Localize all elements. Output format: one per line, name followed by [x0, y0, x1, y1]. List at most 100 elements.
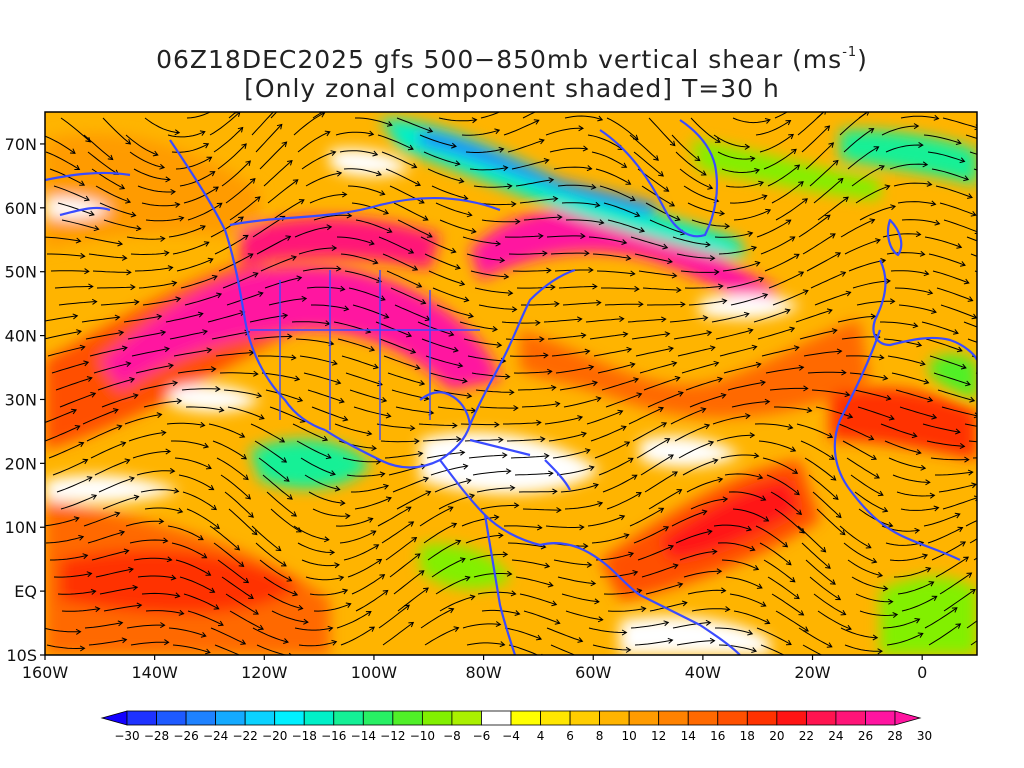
streamline — [83, 512, 120, 527]
streamline-arrow — [368, 239, 375, 246]
y-tick-label: 10S — [6, 646, 37, 665]
streamline — [802, 233, 836, 255]
streamline — [607, 219, 645, 232]
streamline-arrow — [928, 581, 935, 587]
streamline — [731, 401, 770, 408]
streamline — [982, 575, 1015, 594]
streamline — [564, 502, 603, 510]
streamline — [503, 421, 541, 425]
streamline-arrow — [462, 463, 469, 470]
streamline-arrow — [787, 424, 794, 430]
streamline — [630, 236, 668, 249]
streamline-arrow — [668, 544, 674, 551]
streamline — [259, 141, 287, 170]
streamline — [421, 338, 459, 352]
streamline — [557, 184, 596, 189]
streamline-arrow — [708, 440, 715, 447]
streamline-arrow — [760, 495, 767, 501]
streamline-arrow — [802, 98, 807, 103]
streamline-arrow — [915, 449, 922, 455]
streamline-arrow — [760, 601, 767, 607]
streamline-arrow — [1002, 441, 1007, 446]
streamline — [472, 470, 511, 476]
streamline-arrow — [597, 501, 604, 507]
streamline — [347, 185, 385, 195]
streamline-arrow — [746, 525, 752, 532]
streamline — [556, 466, 594, 476]
streamline — [523, 610, 560, 624]
streamline-arrow — [382, 589, 389, 596]
streamline-arrow — [411, 163, 418, 169]
streamline — [726, 277, 764, 289]
streamline — [893, 182, 932, 187]
streamline — [175, 156, 212, 170]
streamline-arrow — [552, 195, 559, 202]
streamline — [512, 269, 551, 272]
streamline — [565, 219, 604, 224]
streamline-arrow — [967, 193, 973, 199]
streamline-arrow — [385, 412, 392, 419]
streamline-arrow — [658, 406, 664, 413]
streamline-arrow — [94, 606, 101, 613]
streamline-arrow — [835, 512, 842, 519]
streamline-arrow — [625, 646, 632, 653]
streamline — [943, 219, 977, 233]
streamline — [685, 378, 723, 391]
streamline — [766, 474, 800, 495]
streamline-arrow — [112, 408, 119, 414]
streamline — [309, 589, 348, 596]
streamline — [47, 346, 85, 357]
colorbar: −30 −28 −26 −24 −22 −20 −18 −16 −14 −12 −10 −8 −6 −4 4… — [100, 710, 932, 743]
streamline-arrow — [672, 563, 679, 570]
streamline-arrow — [882, 585, 889, 592]
streamline-arrow — [162, 537, 169, 544]
streamline-arrow — [170, 188, 176, 195]
streamline — [859, 610, 898, 617]
streamline — [125, 520, 164, 527]
streamline — [853, 389, 891, 400]
streamline-arrow — [584, 348, 591, 355]
streamline-arrow — [410, 348, 417, 354]
streamline-arrow — [174, 202, 181, 208]
streamline — [761, 346, 799, 357]
streamline-arrow — [663, 186, 670, 192]
streamline — [720, 454, 759, 459]
streamline — [973, 557, 977, 561]
streamline-arrow — [536, 419, 542, 426]
streamline — [671, 134, 700, 162]
coast-gulf-mexico — [324, 391, 472, 469]
streamline — [256, 644, 288, 655]
streamline — [690, 498, 728, 510]
streamline-arrow — [999, 348, 1004, 353]
colorbar-label: −6 — [473, 729, 491, 743]
streamline — [183, 186, 219, 204]
streamline — [297, 131, 330, 153]
streamline — [476, 487, 515, 493]
streamline-arrow — [717, 376, 723, 383]
streamline-arrow — [916, 341, 923, 348]
streamline-arrow — [298, 199, 305, 205]
streamline-arrow — [996, 510, 1001, 515]
streamline-arrow — [174, 592, 181, 599]
streamline — [45, 536, 84, 544]
streamline-arrow — [550, 384, 557, 391]
streamline-arrow — [279, 437, 286, 443]
streamline — [94, 459, 130, 476]
y-tick-label: 10N — [5, 518, 37, 537]
streamline-arrow — [469, 493, 476, 500]
streamline-arrow — [156, 313, 163, 320]
streamline-arrow — [213, 186, 219, 192]
streamline — [847, 146, 879, 170]
y-tick-label: EQ — [14, 582, 37, 601]
streamline — [814, 291, 851, 306]
streamline — [634, 253, 673, 263]
streamline-arrow — [166, 556, 173, 563]
streamline — [717, 151, 755, 160]
streamline-arrow — [789, 236, 796, 242]
streamline — [858, 508, 893, 527]
plot-area — [45, 98, 1019, 655]
streamline-arrow — [241, 454, 247, 460]
streamline-arrow — [799, 528, 805, 534]
streamline-arrow — [923, 270, 930, 277]
streamline-arrow — [1014, 592, 1019, 597]
